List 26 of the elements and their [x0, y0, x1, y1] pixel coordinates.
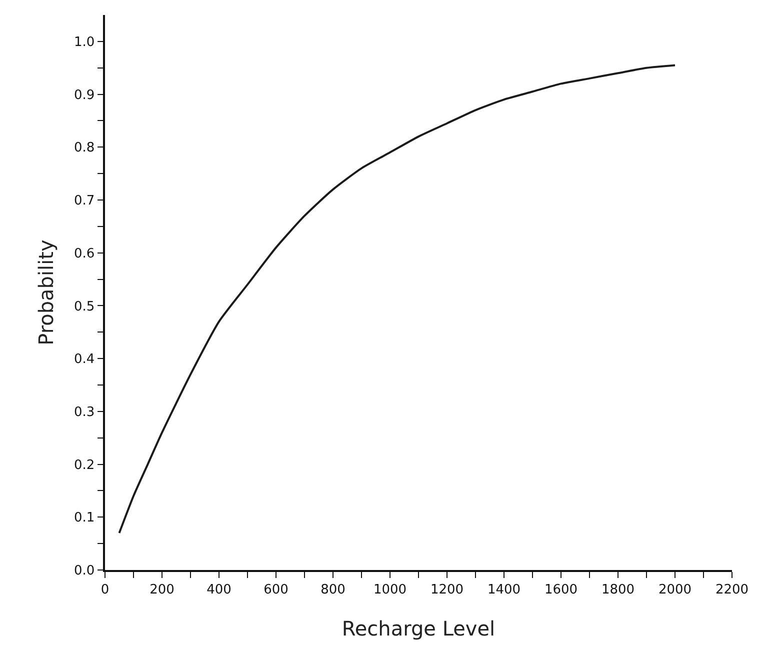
x-tick-label: 200: [150, 582, 174, 598]
x-tick-label: 600: [264, 582, 288, 598]
y-tick-label: 1.0: [74, 34, 95, 50]
y-tick-label: 0.2: [74, 458, 95, 473]
y-tick-label: 0.5: [74, 299, 95, 314]
x-tick-label: 1000: [373, 582, 407, 598]
x-tick-label: 1600: [544, 582, 578, 598]
x-tick-label: 800: [320, 582, 346, 598]
x-tick-label: 2200: [715, 582, 749, 598]
y-tick-label: 0.4: [74, 352, 95, 368]
x-tick-label: 0: [100, 582, 110, 598]
x-tick-label: 2000: [658, 582, 692, 598]
y-tick-label: 0.3: [74, 404, 95, 420]
x-tick-label: 1800: [601, 582, 635, 598]
line-series: [118, 64, 676, 534]
x-tick-label: 1400: [487, 582, 521, 598]
y-tick-label: 0.6: [74, 246, 95, 262]
y-tick-label: 0.7: [74, 194, 95, 209]
y-tick-label: 0.8: [74, 140, 95, 156]
y-tick-label: 0.1: [74, 510, 95, 526]
y-axis-title: Probability: [34, 239, 58, 346]
y-tick-label: 0.9: [74, 88, 95, 103]
y-tick-label: 0.0: [74, 564, 95, 579]
x-axis-title: Recharge Level: [342, 616, 496, 640]
x-tick-label: 1200: [430, 582, 464, 598]
x-tick-label: 400: [206, 582, 232, 598]
